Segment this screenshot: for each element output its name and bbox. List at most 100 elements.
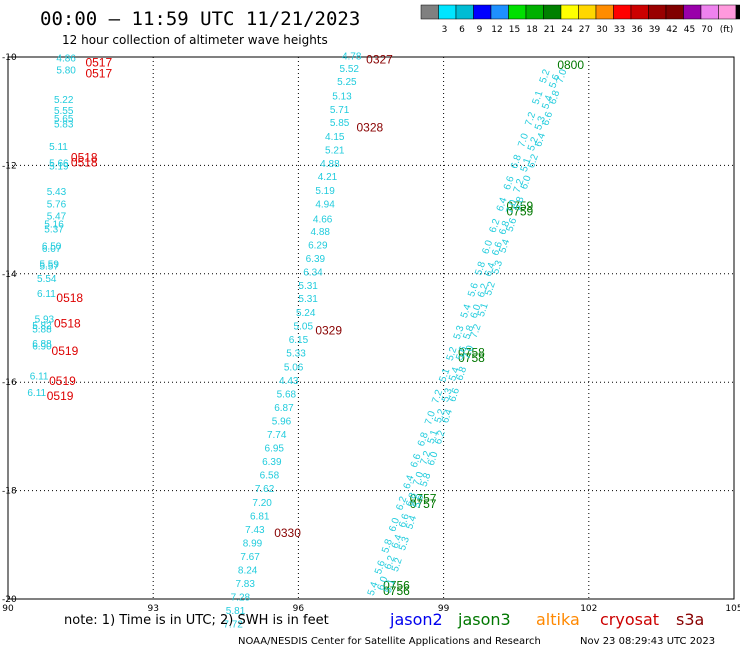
swh-value: 5.19	[49, 162, 69, 173]
swh-value: 8.24	[238, 566, 258, 577]
colorbar-swatch	[630, 4, 649, 20]
swh-value: 5.71	[330, 105, 350, 116]
swh-value-dense: 7.2	[512, 177, 527, 194]
swh-value: 5.47	[47, 212, 67, 223]
swh-value-dense: 6.6	[502, 174, 517, 191]
time-label: 0519	[52, 344, 79, 358]
swh-value-dense: 5.2	[433, 407, 448, 424]
swh-value: 8.99	[243, 538, 263, 549]
swh-value: 5.81	[226, 606, 246, 617]
axis-tick-labels: 90 93 96 99 102 105 -10 -12 -14 -16 -18 -20	[2, 53, 740, 614]
swh-value-dense: 6.0	[469, 303, 484, 320]
time-label: 0519	[47, 389, 74, 403]
swh-value: 5.76	[47, 200, 67, 211]
swh-value: 4.43	[279, 376, 299, 387]
swh-value: 5.88	[32, 324, 52, 335]
swh-value-dense: 7.2	[523, 110, 538, 127]
colorbar-unit: (ft)	[720, 25, 734, 35]
swh-value: 4.88	[320, 159, 340, 170]
footer-note: note: 1) Time is in UTC; 2) SWH is in fe…	[64, 613, 329, 628]
swh-value-dense: 6.2	[394, 495, 409, 512]
swh-value-dense: 7.2	[419, 449, 434, 466]
swh-value-dense: 6.8	[454, 365, 469, 382]
swh-value: 6.11	[37, 289, 56, 300]
colorbar-swatch	[543, 4, 562, 20]
plot-frame	[7, 56, 735, 600]
timestamp-text: Nov 23 08:29:43 UTC 2023	[580, 636, 715, 647]
swh-value: 5.82	[32, 321, 52, 332]
swh-value-dense: 5.3	[440, 386, 455, 403]
swh-value-dense: 6.6	[540, 110, 555, 127]
swh-value: 6.15	[289, 335, 309, 346]
swh-value-dense: 6.4	[533, 131, 548, 148]
x-tick-label: 99	[438, 604, 450, 614]
swh-value: 7.72	[223, 620, 243, 631]
colorbar-label: 24	[561, 25, 573, 35]
swh-value-dense: 5.2	[445, 345, 460, 362]
colorbar-label: 3	[442, 25, 448, 35]
swh-value-dense: 6.8	[416, 431, 431, 448]
data-layer: 4.865.805.225.555.655.835.115.665.195.43…	[27, 52, 584, 631]
swh-value-dense: 5.4	[459, 303, 474, 320]
colorbar-swatch	[438, 4, 457, 20]
swh-value: 6.07	[42, 244, 62, 255]
swh-value-dense: 5.4	[404, 514, 419, 531]
swh-value: 5.52	[340, 64, 360, 75]
colorbar-label: 30	[596, 25, 608, 35]
swh-value: 7.67	[240, 552, 260, 563]
y-tick-label: -20	[2, 595, 17, 605]
colorbar-swatch	[700, 4, 719, 20]
colorbar-swatch	[735, 4, 740, 20]
swh-value-dense: 5.4	[497, 237, 512, 254]
time-label: 0329	[315, 324, 342, 338]
swh-value: 5.16	[44, 220, 64, 231]
colorbar-swatch	[613, 4, 632, 20]
swh-value-dense: 7.0	[504, 198, 519, 215]
time-label: 0518	[71, 150, 98, 164]
swh-value-dense: 6.4	[402, 473, 417, 490]
swh-value: 5.31	[298, 294, 318, 305]
swh-value-dense: 5.6	[454, 345, 469, 362]
swh-value-dense: 6.0	[426, 450, 441, 467]
swh-value: 5.59	[39, 259, 59, 270]
swh-value-dense: 5.2	[390, 556, 405, 573]
swh-value: 4.88	[311, 227, 331, 238]
swh-value-dense: 6.2	[433, 429, 448, 446]
swh-value-dense: 5.2	[526, 135, 541, 152]
swh-value-dense: 6.4	[440, 407, 455, 424]
swh-value-dense: 6.8	[497, 219, 512, 236]
swh-value: 5.93	[35, 315, 55, 326]
colorbar-label: 39	[649, 25, 661, 35]
time-label: 0517	[85, 55, 112, 69]
swh-value-dense: 6.2	[383, 554, 398, 571]
y-tick-label: -14	[2, 270, 17, 280]
swh-value: 5.06	[284, 362, 304, 373]
swh-value: 5.19	[315, 186, 335, 197]
time-label: 0518	[56, 291, 83, 305]
swh-value-dense: 5.1	[383, 577, 398, 594]
colorbar-swatch	[578, 4, 597, 20]
swh-value-dense: 7.0	[516, 132, 531, 149]
swh-value: 5.33	[286, 349, 306, 360]
swh-value-dense: 6.0	[519, 174, 534, 191]
colorbar-label: 21	[544, 25, 555, 35]
satellite-legend: jason2 jason3 altika cryosat s3a	[389, 610, 704, 629]
colorbar-label: 36	[631, 25, 643, 35]
swh-value: 6.50	[42, 241, 62, 252]
swh-value-dense: 6.4	[390, 533, 405, 550]
swh-value-dense: 6.0	[480, 238, 495, 255]
swh-value-dense: 5.2	[483, 280, 498, 297]
swh-value: 6.87	[274, 403, 294, 414]
swh-value-dense: 6.2	[488, 217, 503, 234]
swh-value: 5.80	[56, 65, 76, 76]
colorbar-swatch	[560, 4, 579, 20]
swh-value: 5.11	[49, 142, 68, 153]
swh-value: 6.11	[27, 388, 46, 399]
swh-value-dense: 5.3	[533, 114, 548, 131]
swh-value: 4.66	[313, 214, 333, 225]
time-label: 0517	[85, 66, 112, 80]
colorbar-swatch	[595, 4, 614, 20]
satellite-name-jason3: jason3	[457, 610, 511, 629]
time-label: 0756	[383, 578, 410, 592]
time-label: 0800	[557, 58, 584, 72]
